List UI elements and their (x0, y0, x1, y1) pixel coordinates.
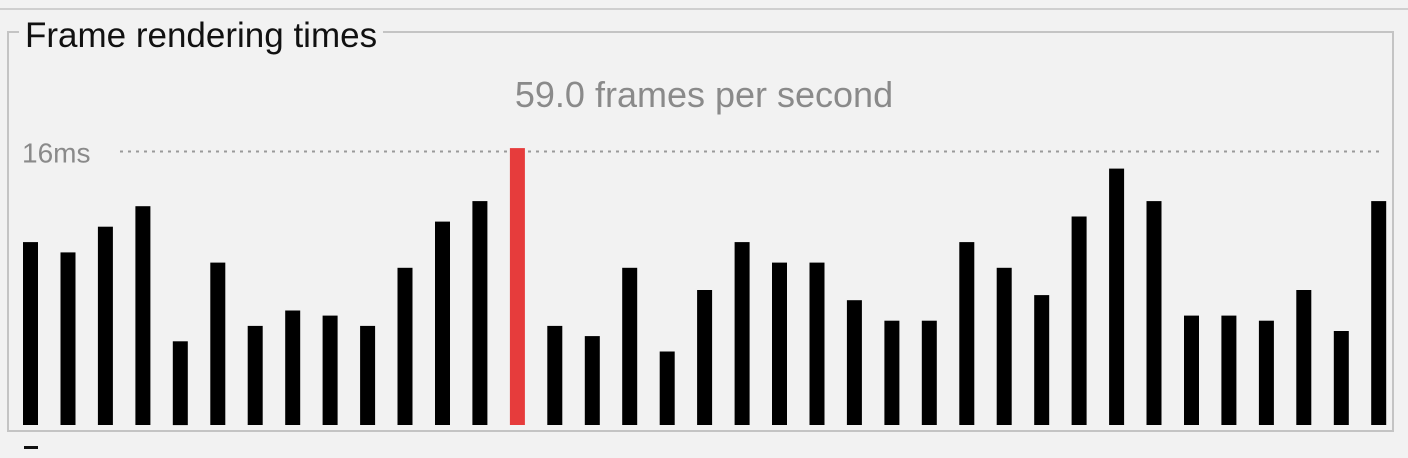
frame-bar (1258, 320, 1274, 425)
frame-bar (23, 242, 38, 425)
frame-bar (210, 262, 226, 425)
frame-bar (1184, 315, 1199, 425)
frame-bar (1333, 331, 1349, 425)
top-divider (0, 8, 1408, 10)
frame-bar (397, 267, 413, 425)
frame-bar (322, 315, 338, 425)
next-section-label-fragment (24, 446, 38, 458)
frame-bar (809, 262, 825, 425)
frame-bar (1146, 201, 1162, 425)
frame-bar (135, 206, 151, 425)
reference-line-label: 16ms (22, 138, 90, 169)
frame-bar (846, 300, 862, 425)
frame-bar (959, 242, 975, 425)
frame-bar (97, 226, 113, 425)
frame-bar (584, 336, 600, 425)
frame-bar (622, 267, 638, 425)
frame-bar (1034, 295, 1050, 425)
frame-bar (1371, 201, 1387, 425)
frame-bar (247, 325, 263, 425)
frame-bar (1071, 216, 1087, 425)
bars-group (23, 148, 1387, 426)
frame-bar (360, 325, 376, 425)
frame-bar (734, 242, 750, 425)
frame-bar (172, 341, 188, 426)
frame-bar (1221, 315, 1237, 425)
frame-bar (472, 201, 488, 425)
frame-bar (285, 310, 301, 425)
frame-bar (1109, 168, 1125, 425)
frame-bar (659, 351, 675, 425)
frame-bar (884, 320, 900, 425)
group-title: Frame rendering times (19, 16, 384, 56)
frame-bar (547, 325, 563, 425)
frame-bar (435, 221, 450, 425)
frame-bar (60, 252, 76, 425)
frame-bar (921, 320, 937, 425)
frame-bar (772, 262, 787, 425)
fps-label: 59.0 frames per second (514, 74, 894, 115)
frame-bar (996, 267, 1012, 425)
frame-bar (697, 290, 713, 425)
frame-bar-over-budget (509, 148, 525, 425)
frame-times-group-box (7, 31, 1394, 432)
frame-bar (1296, 290, 1312, 425)
